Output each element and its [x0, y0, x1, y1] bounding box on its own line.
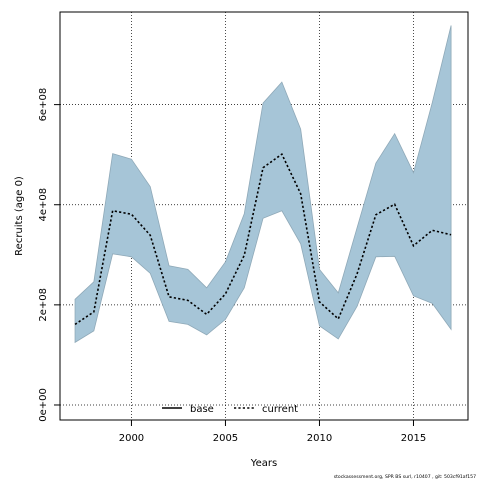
plot-frame — [59, 11, 469, 421]
y-tick-label: 2e+08 — [38, 288, 49, 322]
y-axis: 0e+00 2e+08 4e+08 6e+08 — [38, 88, 60, 422]
footer-text: stockassessment.org, SPR BS surl, r10407… — [334, 474, 476, 480]
legend-label-base: base — [190, 404, 214, 415]
confidence-band — [74, 25, 452, 344]
x-tick-label: 2000 — [119, 433, 144, 444]
y-tick-label: 6e+08 — [38, 88, 49, 122]
legend-label-current: current — [262, 404, 298, 415]
y-tick-label: 0e+00 — [38, 388, 49, 422]
y-axis-title: Recruits (age 0) — [14, 176, 25, 256]
x-axis: 2000 2005 2010 2015 — [119, 420, 426, 444]
x-tick-label: 2010 — [307, 433, 332, 444]
x-axis-title: Years — [250, 458, 277, 469]
x-tick-label: 2015 — [401, 433, 426, 444]
y-tick-label: 4e+08 — [38, 188, 49, 222]
legend: base current — [162, 404, 298, 415]
series-line-current — [74, 152, 452, 326]
x-tick-label: 2005 — [213, 433, 238, 444]
